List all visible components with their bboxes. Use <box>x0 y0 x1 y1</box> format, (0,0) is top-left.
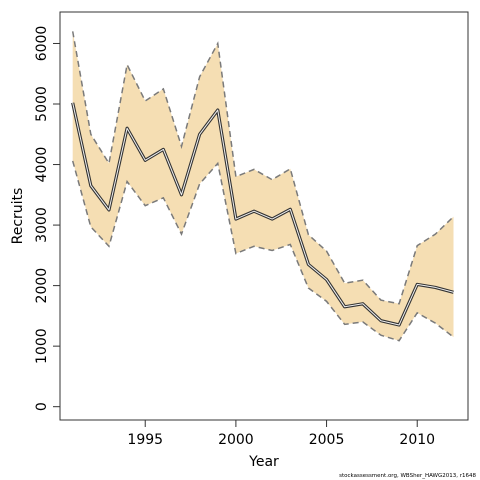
x-axis-title: Year <box>248 454 279 470</box>
y-tick-label: 6000 <box>34 26 50 62</box>
x-tick-label: 2000 <box>218 432 254 448</box>
y-axis-title: Recruits <box>10 188 26 245</box>
confidence-band <box>72 31 454 341</box>
y-tick-label: 0 <box>34 402 50 411</box>
estimate-line <box>72 102 454 326</box>
x-tick-label: 2010 <box>399 432 435 448</box>
lower-bound-line <box>71 160 454 342</box>
x-tick-label: 1995 <box>127 432 163 448</box>
estimate-line-outline <box>71 102 454 327</box>
y-tick-label: 4000 <box>34 147 50 183</box>
plot-frame <box>59 11 469 421</box>
footnote: stockassessment.org, WBSher_HAWG2013, r1… <box>339 473 476 479</box>
x-axis: 1995 2000 2005 2010 <box>127 420 435 448</box>
y-tick-label: 3000 <box>34 207 50 243</box>
y-tick-label: 1000 <box>34 328 50 364</box>
y-tick-label: 5000 <box>34 86 50 122</box>
y-tick-label: 2000 <box>34 268 50 304</box>
y-axis: 0 1000 2000 3000 4000 5000 6000 <box>34 26 60 411</box>
x-tick-label: 2005 <box>309 432 345 448</box>
upper-bound-line <box>71 31 455 305</box>
